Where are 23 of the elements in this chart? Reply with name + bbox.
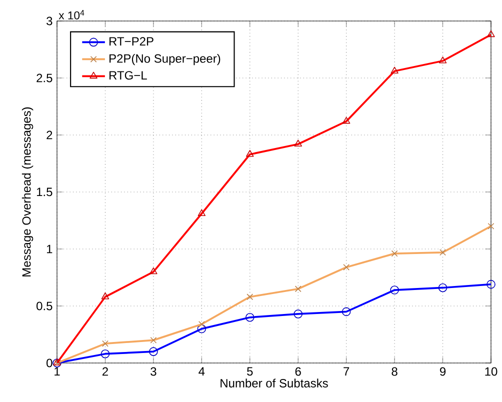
y-tick-label: 2: [46, 130, 52, 140]
x-tick-label: 6: [295, 367, 301, 376]
legend-label: RTG−L: [110, 71, 147, 80]
y-tick-label: 2.5: [36, 74, 52, 82]
y-axis-title: Message Overhead (messages): [22, 107, 34, 276]
x-tick-label: 2: [102, 367, 108, 376]
x-tick-label: 10: [485, 367, 498, 376]
x-tick-label: 1: [54, 367, 60, 376]
x-tick-label: 9: [440, 367, 446, 376]
text: x 10$^{4}$: [58, 10, 84, 20]
x-tick-label: 8: [392, 367, 398, 376]
y-tick-label: 1: [46, 244, 52, 254]
x-tick-label: 4: [198, 367, 205, 376]
legend-label: P2P(No Super−peer): [110, 54, 220, 66]
x-axis-title: Number of Subtasks: [220, 378, 328, 388]
legend-label: RT−P2P: [110, 37, 154, 46]
x-tick-label: 5: [247, 367, 253, 376]
y-tick-label: 3: [46, 16, 52, 26]
y-tick-label: 0: [46, 358, 52, 368]
x-tick-label: 7: [344, 367, 350, 376]
y-tick-label: 0.5: [36, 302, 52, 310]
y-tick-label: 1.5: [36, 188, 52, 196]
x-tick-label: 3: [150, 367, 156, 376]
